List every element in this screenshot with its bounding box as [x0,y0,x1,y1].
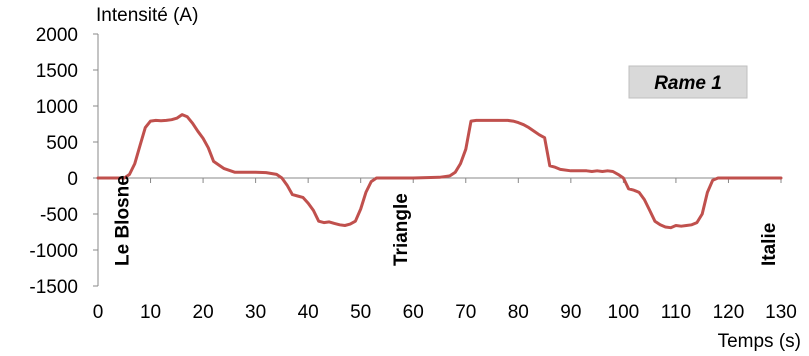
x-tick-label: 100 [608,302,640,323]
x-tick-label: 0 [93,302,104,323]
x-tick-label: 80 [508,302,529,323]
y-tick-label: -1000 [29,241,78,262]
x-tick-label: 40 [298,302,319,323]
y-tick-marks [93,33,98,287]
x-axis-title: Temps (s) [718,331,801,352]
y-tick-label: -500 [40,205,78,226]
y-tick-label: 2000 [36,25,78,46]
legend-label: Rame 1 [654,73,722,94]
y-tick-label: 1000 [36,97,78,118]
station-labels: Le Blosne Triangle Italie [113,175,780,266]
x-tick-label: 10 [140,302,161,323]
x-tick-label: 50 [350,302,371,323]
x-tick-label: 120 [713,302,745,323]
x-tick-label: 130 [765,302,797,323]
series-line-rame-1 [96,113,783,230]
legend: Rame 1 [628,65,748,99]
x-tick-labels: 0 10 20 30 40 50 60 70 80 90 100 110 120 130 [93,302,797,323]
y-tick-labels: 2000 1500 1000 500 0 -500 -1000 -1500 [29,25,78,298]
y-tick-label: -1500 [29,277,78,298]
x-tick-label: 70 [455,302,476,323]
x-tick-label: 90 [560,302,581,323]
y-axis-title: Intensité (A) [96,5,198,26]
x-tick-label: 20 [193,302,214,323]
y-tick-label: 1500 [36,61,78,82]
x-tick-label: 110 [661,302,691,323]
station-label: Italie [759,223,780,266]
y-tick-label: 500 [46,133,78,154]
x-tick-label: 60 [403,302,424,323]
station-label: Triangle [391,193,412,266]
y-tick-label: 0 [67,169,78,190]
legend-box [628,65,748,99]
station-label: Le Blosne [113,175,134,266]
x-tick-label: 30 [245,302,266,323]
